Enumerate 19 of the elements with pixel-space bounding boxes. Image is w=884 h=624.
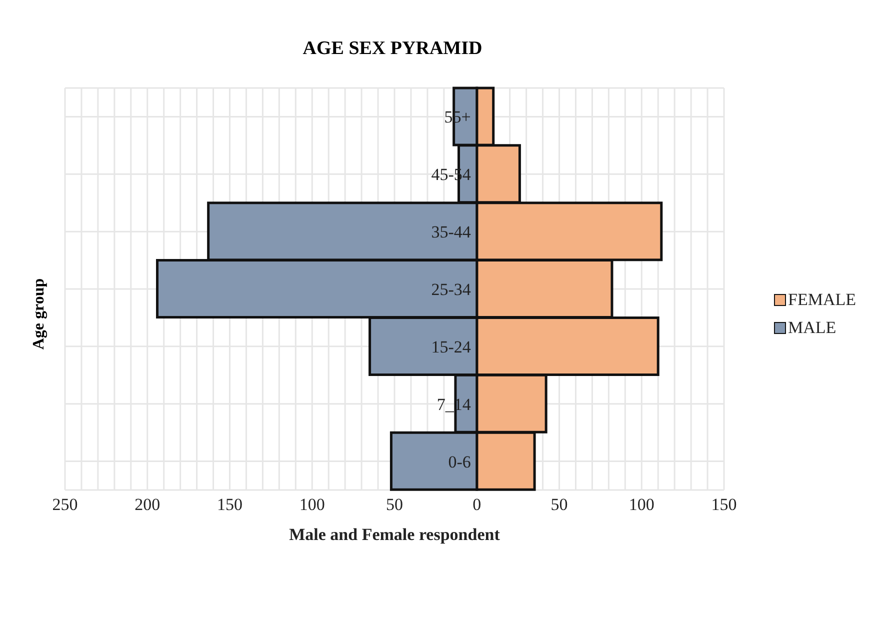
y-tick-label: 25-34 xyxy=(431,280,472,299)
legend-label: MALE xyxy=(788,318,836,338)
x-tick-label: 50 xyxy=(386,495,403,514)
legend-label: FEMALE xyxy=(788,290,856,310)
chart-title: AGE SEX PYRAMID xyxy=(302,38,484,60)
x-tick-label: 150 xyxy=(217,495,242,514)
x-tick-label: 0 xyxy=(472,495,482,514)
y-tick-label: 0-6 xyxy=(448,452,471,472)
x-tick-label: 250 xyxy=(52,495,78,514)
y-tick-label: 7_14 xyxy=(436,394,472,414)
x-tick-label: 50 xyxy=(550,495,568,514)
y-axis-title: Age group xyxy=(31,278,49,350)
x-tick-label: 200 xyxy=(134,495,160,514)
x-tick-label: 150 xyxy=(711,495,737,514)
x-tick-label: 100 xyxy=(628,495,654,514)
y-tick-label: 15-24 xyxy=(431,337,472,356)
x-axis-title: Male and Female respondent xyxy=(289,525,500,544)
x-tick-label: 100 xyxy=(299,495,325,514)
y-tick-label: 35-44 xyxy=(431,222,472,242)
